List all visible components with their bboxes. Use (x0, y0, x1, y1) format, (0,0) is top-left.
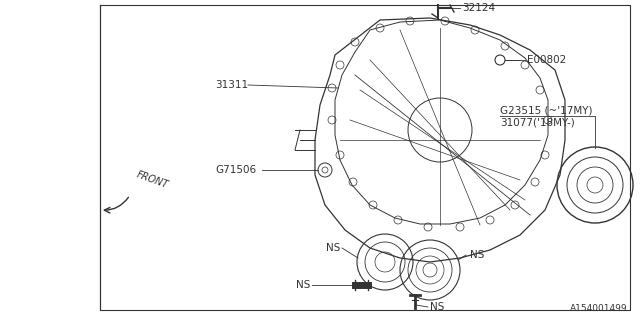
Text: 31077('18MY-): 31077('18MY-) (500, 117, 575, 127)
Text: NS: NS (430, 302, 444, 312)
Text: NS: NS (296, 280, 310, 290)
Text: G71506: G71506 (215, 165, 256, 175)
Text: FRONT: FRONT (135, 169, 170, 190)
Text: NS: NS (326, 243, 340, 253)
Text: 31311: 31311 (215, 80, 248, 90)
Text: 32124: 32124 (462, 3, 495, 13)
Text: A154001499: A154001499 (570, 304, 628, 313)
Text: G23515 (~'17MY): G23515 (~'17MY) (500, 105, 593, 115)
Text: NS: NS (470, 250, 484, 260)
Text: E00802: E00802 (527, 55, 566, 65)
